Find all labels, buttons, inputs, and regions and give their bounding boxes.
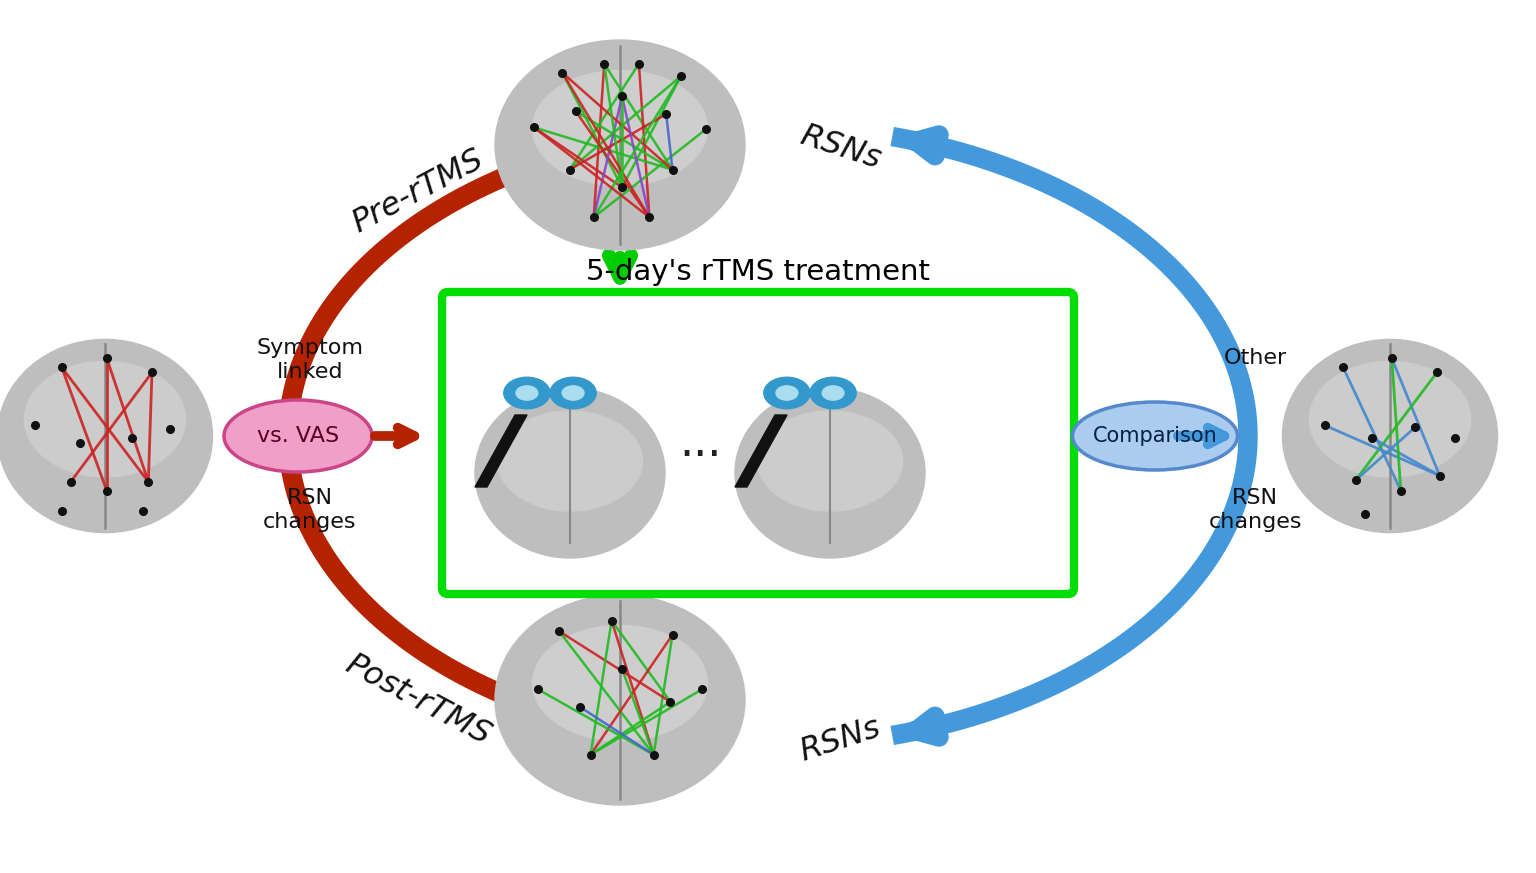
- Text: Post-rTMS: Post-rTMS: [339, 649, 496, 752]
- Ellipse shape: [516, 386, 538, 400]
- Text: Comparison: Comparison: [1092, 426, 1218, 446]
- Text: RSN
changes: RSN changes: [1209, 488, 1301, 533]
- FancyBboxPatch shape: [442, 292, 1074, 594]
- Ellipse shape: [1309, 361, 1470, 477]
- Ellipse shape: [757, 411, 903, 511]
- Ellipse shape: [504, 377, 550, 409]
- Ellipse shape: [550, 377, 596, 409]
- Ellipse shape: [25, 361, 186, 477]
- Text: vs. VAS: vs. VAS: [257, 426, 339, 446]
- Ellipse shape: [498, 411, 642, 511]
- Text: Pre-rTMS: Pre-rTMS: [347, 144, 488, 239]
- Ellipse shape: [224, 400, 372, 472]
- Text: 5-day's rTMS treatment: 5-day's rTMS treatment: [587, 258, 929, 286]
- Text: RSNs: RSNs: [796, 120, 885, 175]
- Ellipse shape: [562, 386, 584, 400]
- Ellipse shape: [475, 388, 665, 558]
- Text: Other: Other: [1223, 348, 1287, 368]
- Ellipse shape: [495, 40, 745, 250]
- Text: RSNs: RSNs: [796, 712, 885, 767]
- Ellipse shape: [1283, 340, 1498, 533]
- Ellipse shape: [533, 71, 708, 186]
- Polygon shape: [475, 415, 527, 487]
- Ellipse shape: [1072, 402, 1238, 470]
- Ellipse shape: [0, 340, 212, 533]
- Text: RSN
changes: RSN changes: [263, 488, 356, 533]
- Ellipse shape: [736, 388, 925, 558]
- Text: ···: ···: [679, 436, 722, 478]
- Ellipse shape: [809, 377, 856, 409]
- Ellipse shape: [763, 377, 809, 409]
- Ellipse shape: [495, 595, 745, 805]
- Ellipse shape: [533, 625, 708, 741]
- Ellipse shape: [822, 386, 843, 400]
- Polygon shape: [736, 415, 786, 487]
- Text: Symptom
linked: Symptom linked: [257, 338, 364, 382]
- Ellipse shape: [776, 386, 797, 400]
